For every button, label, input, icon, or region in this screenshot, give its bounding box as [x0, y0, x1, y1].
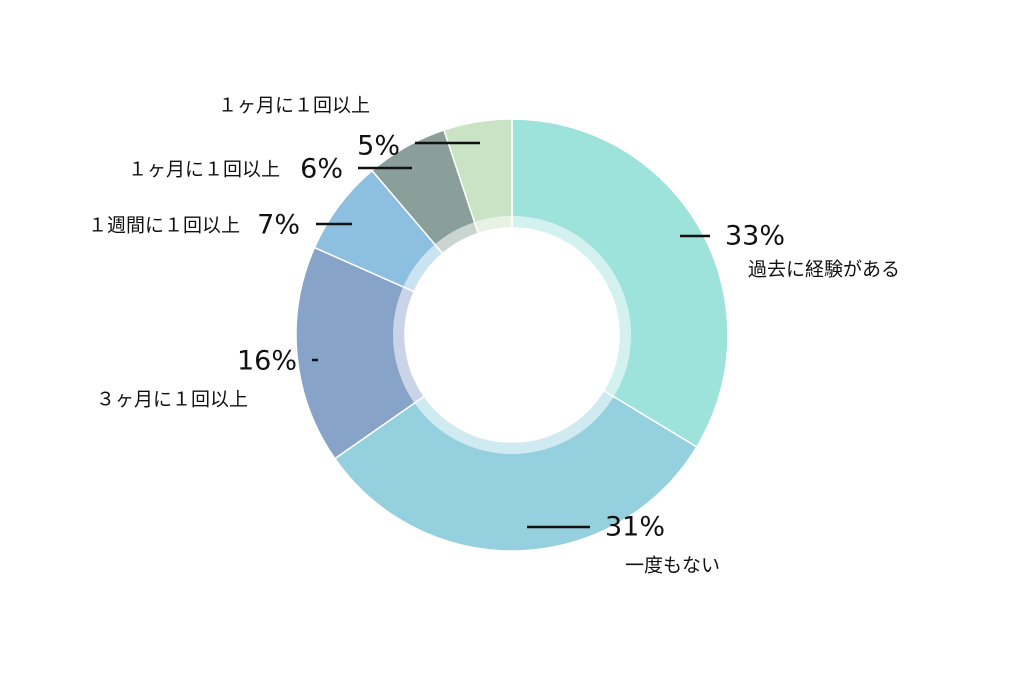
category-label: １ヶ月に１回以上 — [218, 95, 370, 117]
category-label: 過去に経験がある — [748, 259, 900, 281]
donut-segment — [511, 118, 729, 449]
inner-ring — [393, 216, 631, 454]
value-label: 5% — [357, 131, 400, 162]
value-label: 16% — [237, 346, 297, 377]
category-label: ３ヶ月に１回以上 — [96, 389, 248, 411]
category-label: １週間に１回以上 — [88, 215, 240, 237]
value-label: 31% — [605, 512, 665, 543]
donut-segment — [333, 389, 698, 552]
donut-segment — [442, 118, 513, 235]
value-label: 7% — [257, 210, 300, 241]
value-label: 6% — [300, 154, 343, 185]
value-label: 33% — [725, 221, 785, 252]
donut-segment — [295, 246, 426, 460]
category-label: 一度もない — [625, 555, 720, 577]
category-label: １ヶ月に１回以上 — [128, 159, 280, 181]
